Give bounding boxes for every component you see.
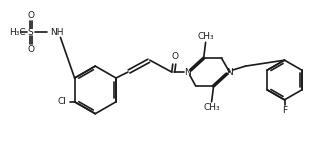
- Text: O: O: [27, 45, 34, 54]
- Text: CH₃: CH₃: [197, 32, 214, 41]
- Text: NH: NH: [51, 28, 64, 37]
- Text: O: O: [171, 52, 178, 61]
- Text: N: N: [226, 68, 233, 77]
- Text: F: F: [282, 106, 287, 115]
- Text: CH₃: CH₃: [203, 103, 220, 112]
- Text: S: S: [28, 28, 33, 37]
- Text: O: O: [27, 11, 34, 20]
- Text: N: N: [184, 68, 191, 77]
- Text: H₃C: H₃C: [9, 28, 25, 37]
- Text: Cl: Cl: [58, 97, 67, 106]
